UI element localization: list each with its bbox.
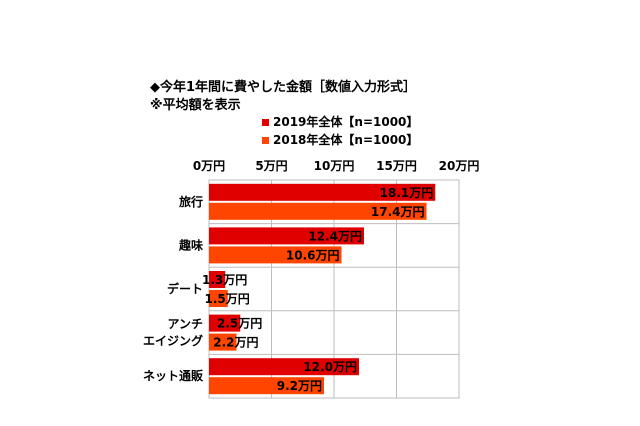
legend-swatch-2019 [262,118,269,126]
category-label: ネット通販 [143,368,204,383]
bar-2019 [209,358,359,376]
bar-2018 [209,333,237,351]
bar-2018 [209,377,324,395]
chart-title: ◆今年1年間に費やした金額［数値入力形式］ [150,80,417,95]
x-tick-label: 0万円 [193,159,225,173]
bar-2019 [209,314,241,332]
x-tick-label: 15万円 [376,159,417,173]
data-label: 12.0万円 [303,360,357,374]
data-label: 2.2万円 [213,336,258,350]
legend-item-2018: 2018年全体【n=1000】 [262,131,418,149]
category-label: 旅行 [179,194,203,209]
bar-2019 [209,227,364,245]
plot-border [208,179,460,399]
data-label: 10.6万円 [286,248,340,262]
data-label: 12.4万円 [308,229,362,243]
x-tick-label: 5万円 [255,159,287,173]
data-label: 9.2万円 [277,379,322,393]
data-label: 2.5万円 [217,317,262,331]
data-label: 18.1万円 [380,186,434,200]
category-label: エイジング [143,333,203,348]
chart-subtitle: ※平均額を表示 [150,98,241,113]
legend-label-2019: 2019年全体【n=1000】 [273,115,419,129]
x-tick-label: 20万円 [439,159,480,173]
category-label: アンチ [167,317,203,331]
category-label: 趣味 [178,237,203,252]
bar-2019 [209,183,436,201]
data-label: 17.4万円 [371,205,425,219]
legend: 2019年全体【n=1000】 2018年全体【n=1000】 [262,113,418,149]
data-label: 1.3万円 [202,273,247,287]
legend-item-2019: 2019年全体【n=1000】 [262,113,418,131]
bar-2018 [209,246,342,264]
legend-label-2018: 2018年全体【n=1000】 [273,133,419,147]
bar-2018 [209,202,427,220]
bar-2018 [209,290,228,307]
data-label: 1.5万円 [204,292,249,306]
category-label: デート [167,281,203,296]
x-tick-label: 10万円 [314,159,355,173]
bar-2019 [209,271,226,288]
legend-swatch-2018 [262,136,269,144]
